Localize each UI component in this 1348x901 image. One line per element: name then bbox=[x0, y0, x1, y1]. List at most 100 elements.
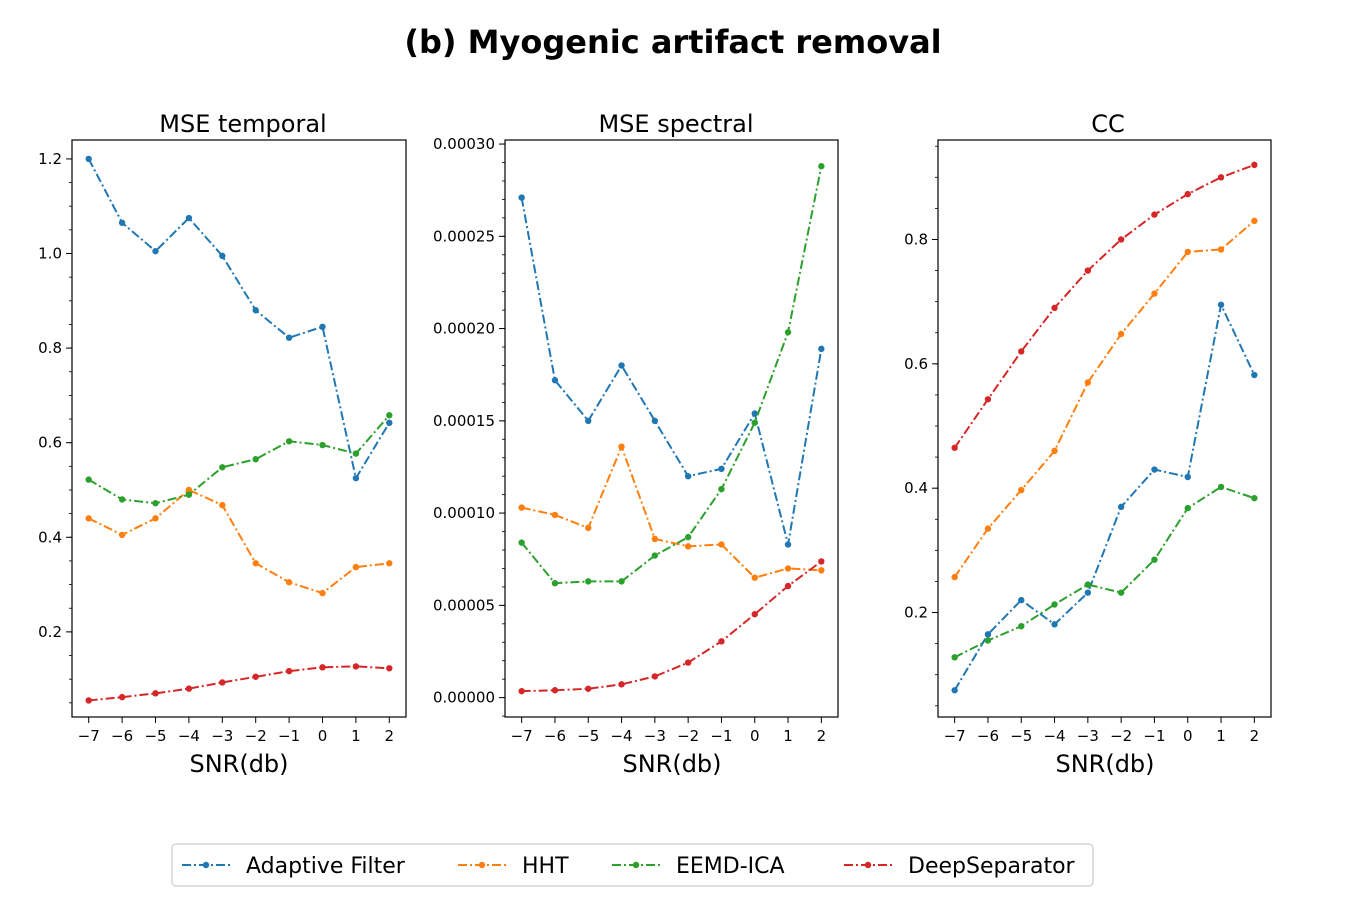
y-tick-label: 1.0 bbox=[38, 245, 62, 263]
data-point bbox=[319, 589, 326, 597]
data-point bbox=[352, 563, 360, 571]
y-tick-label: 0.00025 bbox=[433, 227, 495, 245]
data-point bbox=[551, 377, 559, 384]
data-point bbox=[1018, 348, 1025, 355]
data-point bbox=[1151, 211, 1158, 218]
data-point bbox=[252, 456, 259, 463]
data-point bbox=[219, 464, 226, 471]
x-tick-label: −3 bbox=[644, 727, 666, 745]
data-point bbox=[751, 419, 758, 426]
data-point bbox=[585, 524, 592, 532]
legend-entry: HHT bbox=[458, 854, 569, 879]
data-point bbox=[319, 441, 326, 449]
panel-mse-spectral: MSE spectral 0.00000 0.00005 0.00010 0.0001… bbox=[433, 110, 839, 778]
legend-label: HHT bbox=[522, 854, 569, 879]
y-tick-label: 0.00000 bbox=[433, 689, 495, 707]
data-point bbox=[618, 681, 625, 688]
data-point bbox=[718, 638, 725, 645]
data-point bbox=[1051, 447, 1058, 455]
series-adaptive-filter bbox=[518, 194, 825, 548]
plot-area: 0.2 0.4 0.6 0.8 −7 −6 −5 −4 −3 −2 −1 0 1 2 bbox=[904, 139, 1272, 745]
series-hht bbox=[518, 443, 825, 581]
x-tick-label: −4 bbox=[610, 727, 632, 745]
data-point bbox=[1251, 161, 1258, 169]
data-point bbox=[185, 685, 193, 692]
data-point bbox=[285, 579, 293, 586]
plot-area: 0.2 0.4 0.6 0.8 1.0 1.2 −7 −6 −5 −4 −3 −2 −1 0 1 2 bbox=[38, 139, 407, 745]
legend-marker bbox=[478, 861, 486, 869]
data-point bbox=[386, 412, 393, 419]
data-point bbox=[1018, 596, 1025, 604]
legend-marker bbox=[864, 861, 872, 869]
data-point bbox=[751, 410, 758, 417]
data-point bbox=[618, 443, 625, 450]
x-tick-label: −6 bbox=[977, 727, 999, 745]
data-point bbox=[1051, 601, 1058, 608]
series-deepseparator bbox=[518, 558, 825, 695]
data-point bbox=[751, 574, 758, 581]
data-point bbox=[285, 334, 293, 341]
y-tick-label: 0.8 bbox=[904, 230, 928, 248]
series-line bbox=[521, 560, 822, 693]
y-tick-label: 0.2 bbox=[904, 604, 928, 622]
data-point bbox=[85, 155, 92, 163]
legend-entry: DeepSeparator bbox=[844, 854, 1076, 879]
x-tick-label: −7 bbox=[944, 727, 966, 745]
data-point bbox=[1018, 486, 1025, 494]
series-eemd-ica bbox=[85, 412, 393, 507]
x-tick-label: −2 bbox=[245, 727, 267, 745]
series-adaptive-filter bbox=[85, 155, 393, 482]
series-hht bbox=[951, 217, 1258, 581]
data-point bbox=[951, 687, 958, 694]
data-point bbox=[319, 323, 326, 331]
data-point bbox=[951, 654, 958, 661]
data-point bbox=[1251, 494, 1258, 502]
data-point bbox=[551, 511, 559, 519]
y-tick-label: 0.00030 bbox=[433, 135, 495, 153]
x-tick-label: −5 bbox=[577, 727, 599, 745]
data-point bbox=[352, 450, 360, 457]
series-line bbox=[88, 665, 390, 702]
data-point bbox=[152, 247, 159, 255]
x-tick-label: −5 bbox=[144, 727, 166, 745]
data-point bbox=[118, 219, 126, 226]
x-tick-label: −1 bbox=[278, 727, 300, 745]
x-tick-label: −3 bbox=[1077, 727, 1099, 745]
y-tick-label: 0.4 bbox=[38, 528, 62, 546]
series-hht bbox=[85, 486, 393, 597]
y-tick-label: 1.2 bbox=[38, 150, 62, 168]
x-tick-label: −3 bbox=[211, 727, 233, 745]
series-line bbox=[953, 220, 1256, 578]
axes-frame bbox=[504, 139, 839, 718]
data-point bbox=[185, 486, 193, 494]
data-point bbox=[1184, 190, 1191, 198]
data-point bbox=[252, 560, 259, 567]
x-axis-label: SNR(db) bbox=[622, 750, 721, 778]
axes-frame bbox=[71, 139, 407, 718]
data-point bbox=[518, 539, 525, 546]
legend-label: DeepSeparator bbox=[908, 854, 1076, 879]
y-tick-label: 0.8 bbox=[38, 339, 62, 357]
x-tick-label: −6 bbox=[544, 727, 566, 745]
data-point bbox=[285, 667, 293, 675]
data-point bbox=[85, 515, 92, 522]
panel-title: MSE temporal bbox=[159, 110, 326, 138]
data-point bbox=[585, 578, 592, 585]
y-tick-label: 0.00015 bbox=[433, 412, 495, 430]
data-point bbox=[751, 611, 758, 618]
data-point bbox=[984, 631, 992, 638]
data-point bbox=[1151, 466, 1158, 473]
data-point bbox=[684, 543, 692, 550]
legend-entry: Adaptive Filter bbox=[182, 854, 406, 879]
data-point bbox=[684, 659, 692, 666]
data-point bbox=[1117, 503, 1125, 511]
x-tick-label: −4 bbox=[1043, 727, 1065, 745]
x-tick-label: −5 bbox=[1010, 727, 1032, 745]
x-tick-label: 0 bbox=[318, 727, 328, 745]
data-point bbox=[1151, 290, 1158, 297]
y-tick-label: 0.2 bbox=[38, 623, 62, 641]
data-point bbox=[386, 560, 393, 567]
data-point bbox=[219, 501, 226, 509]
data-point bbox=[818, 567, 825, 574]
data-point bbox=[1084, 267, 1092, 274]
